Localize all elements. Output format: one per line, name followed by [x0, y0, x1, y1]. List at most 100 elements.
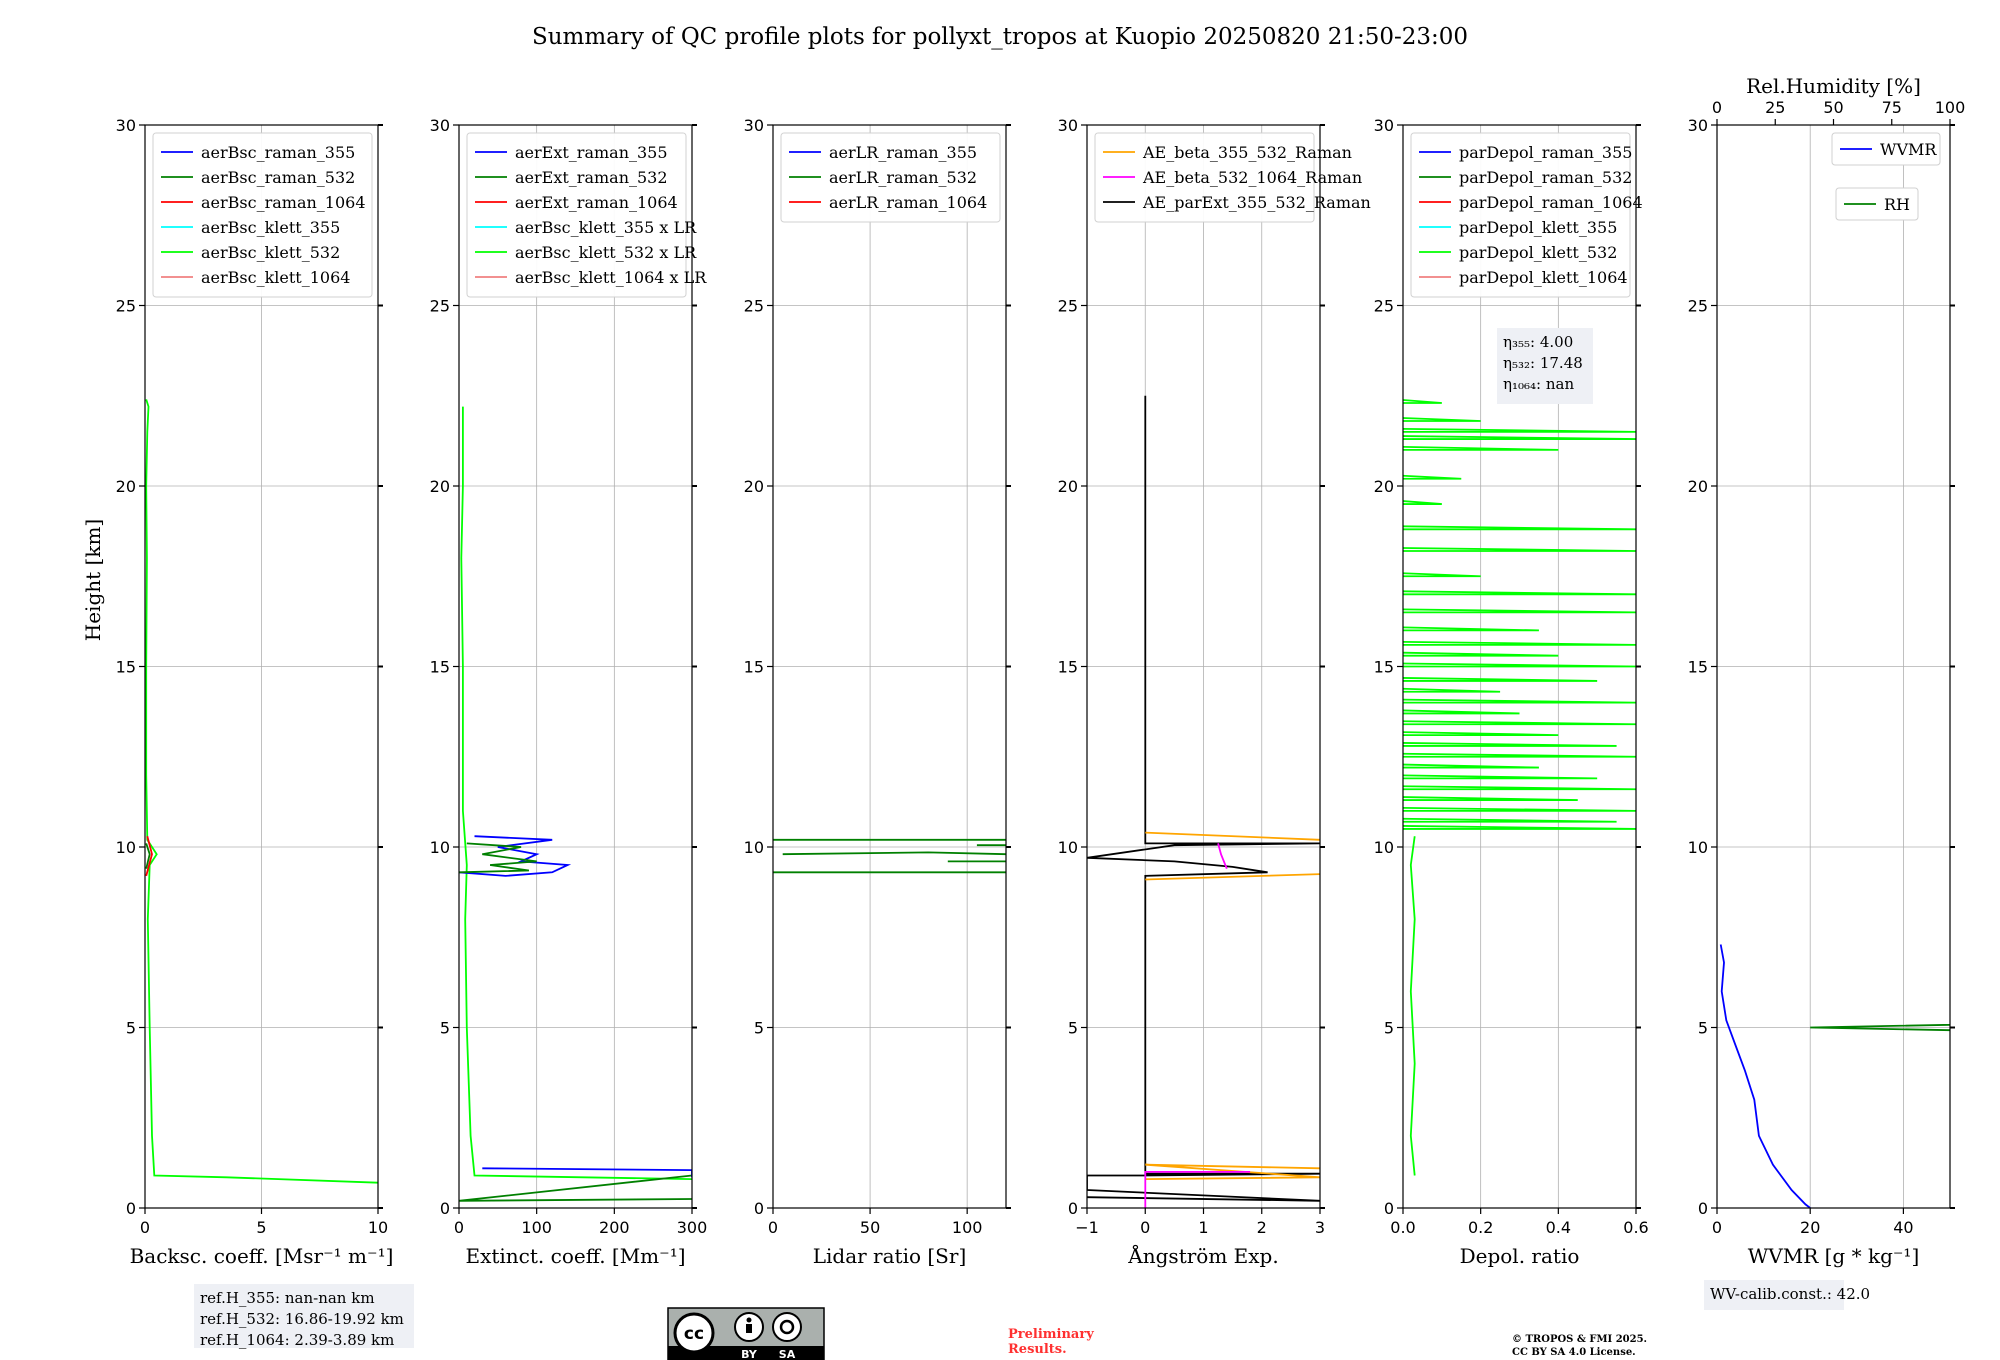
- plot-area: [773, 838, 1006, 874]
- plot-area: [459, 406, 692, 1202]
- info-line: η₁₀₆₄: nan: [1503, 375, 1574, 393]
- plot-area: [1403, 399, 1636, 1176]
- x-axis-label: WVMR [g * kg⁻¹]: [1748, 1244, 1920, 1268]
- x-tick-label: 0.0: [1390, 1218, 1415, 1237]
- depol-spike: [1403, 446, 1559, 451]
- x-tick-label: 0: [1140, 1218, 1150, 1237]
- depol-spike: [1403, 662, 1636, 668]
- y-tick-label: 25: [744, 297, 764, 316]
- x-tick-label: 40: [1893, 1218, 1913, 1237]
- info-line: WV-calib.const.: 42.0: [1710, 1285, 1870, 1303]
- plot-area: [145, 399, 378, 1184]
- legend-entry: parDepol_raman_1064: [1459, 193, 1643, 212]
- y-tick-label: 30: [1374, 116, 1394, 135]
- y-tick-label: 5: [1698, 1019, 1708, 1038]
- series-line-aerbsc-raman-1064: [145, 835, 153, 877]
- y-tick-label: 0: [440, 1199, 450, 1218]
- depol-spike: [1403, 709, 1520, 715]
- depol-spike: [1403, 500, 1442, 505]
- depol-spike: [1403, 720, 1636, 726]
- x-tick-label: 5: [256, 1218, 266, 1237]
- cc-text: cc: [684, 1324, 704, 1344]
- depol-spike: [1403, 427, 1636, 433]
- legend-entry: parDepol_raman_355: [1459, 143, 1632, 162]
- x-axis-label: Ångström Exp.: [1127, 1243, 1278, 1268]
- y-tick-label: 20: [116, 477, 136, 496]
- y-tick-label: 30: [116, 116, 136, 135]
- y-tick-label: 15: [116, 658, 136, 677]
- legend-entry-wvmr: WVMR: [1880, 140, 1937, 159]
- y-tick-label: 30: [430, 116, 450, 135]
- plot-area: [1087, 395, 1320, 1208]
- y-tick-label: 20: [1058, 477, 1078, 496]
- y-tick-label: 25: [430, 297, 450, 316]
- panel-depol: 0 5 10 15 20 25 30 0.0 0.2 0.4 0.6 Depol. ratio parD…: [1374, 116, 1649, 1268]
- y-tick-label: 10: [1058, 838, 1078, 857]
- series-line-pardepol-klett-532: [1409, 836, 1416, 1176]
- copyright-line2: CC BY SA 4.0 License.: [1512, 1347, 1636, 1358]
- y-tick-label: 30: [744, 116, 764, 135]
- preliminary-line1: Preliminary: [1008, 1327, 1094, 1342]
- x-tick-label: 50: [860, 1218, 880, 1237]
- y-tick-label: 15: [430, 658, 450, 677]
- legend-entry: aerBsc_raman_1064: [201, 193, 366, 212]
- series-line-ae-beta-532-1064-raman: [1144, 1171, 1251, 1208]
- depol-spike: [1403, 817, 1617, 823]
- info-box-depol: η₃₅₅: 4.00 η₅₃₂: 17.48 η₁₀₆₄: nan: [1497, 328, 1593, 404]
- depol-spike: [1403, 774, 1598, 780]
- preliminary-line2: Results.: [1008, 1342, 1067, 1357]
- series-line-aerext-raman-355: [482, 1167, 692, 1178]
- depol-spike: [1403, 825, 1636, 830]
- depol-spike: [1403, 572, 1481, 578]
- x-tick-label: 0.2: [1468, 1218, 1493, 1237]
- y-tick-label: 10: [744, 838, 764, 857]
- x-tick-label: 1: [1198, 1218, 1208, 1237]
- depol-spike: [1403, 677, 1598, 682]
- top-axis-label: Rel.Humidity [%]: [1746, 74, 1921, 98]
- by-text: BY: [741, 1348, 758, 1360]
- series-line-ae-parext-355-532-raman: [1087, 395, 1320, 1202]
- license-badge: cc BY SA: [667, 1307, 825, 1360]
- legend-entry: AE_parExt_355_532_Raman: [1142, 193, 1371, 212]
- legend-entry: aerBsc_klett_1064 x LR: [515, 268, 707, 287]
- legend-entry: parDepol_klett_1064: [1459, 268, 1628, 287]
- depol-spike: [1403, 742, 1617, 747]
- legend-entry: aerBsc_klett_1064: [201, 268, 350, 287]
- y-tick-label: 5: [1068, 1019, 1078, 1038]
- series-line-aerext-raman-532: [459, 1174, 692, 1202]
- series-line-wvmr: [1719, 944, 1811, 1208]
- x-tick-label: 0.6: [1623, 1218, 1648, 1237]
- x-tick-label: 0: [1712, 1218, 1722, 1237]
- x-tick-label: 0.4: [1546, 1218, 1571, 1237]
- y-tick-label: 30: [1688, 116, 1708, 135]
- info-line: ref.H_532: 16.86-19.92 km: [200, 1310, 404, 1328]
- info-line: η₅₃₂: 17.48: [1503, 354, 1583, 372]
- info-line: η₃₅₅: 4.00: [1503, 333, 1573, 351]
- y-tick-label: 0: [1068, 1199, 1078, 1218]
- depol-spike: [1403, 474, 1462, 480]
- y-tick-label: 15: [1688, 658, 1708, 677]
- info-box-wvmr: WV-calib.const.: 42.0: [1704, 1280, 1870, 1310]
- info-box-bg: [1497, 328, 1593, 404]
- depol-spike: [1403, 608, 1636, 614]
- depol-spike: [1403, 785, 1636, 791]
- legend-entry: aerExt_raman_1064: [515, 193, 678, 212]
- depol-spike: [1403, 796, 1578, 801]
- x-axis-label: Extinct. coeff. [Mm⁻¹]: [465, 1244, 685, 1268]
- series-line-rh: [1810, 1023, 1950, 1032]
- copyright-line1: © TROPOS & FMI 2025.: [1512, 1334, 1647, 1345]
- depol-spike: [1403, 763, 1539, 769]
- legend-entry: aerLR_raman_532: [829, 168, 977, 187]
- depol-spike: [1403, 731, 1559, 736]
- x-axis-label: Depol. ratio: [1460, 1244, 1580, 1268]
- y-tick-label: 20: [1688, 477, 1708, 496]
- y-tick-label: 5: [440, 1019, 450, 1038]
- plot-area: [1719, 944, 1950, 1208]
- top-x-tick-label: 0: [1712, 98, 1722, 117]
- panel-backscatter: 0 5 10 15 20 25 30 0 5 10 Backsc. coeff. [Msr⁻¹ m⁻…: [116, 116, 414, 1349]
- x-axis-label: Lidar ratio [Sr]: [813, 1244, 967, 1268]
